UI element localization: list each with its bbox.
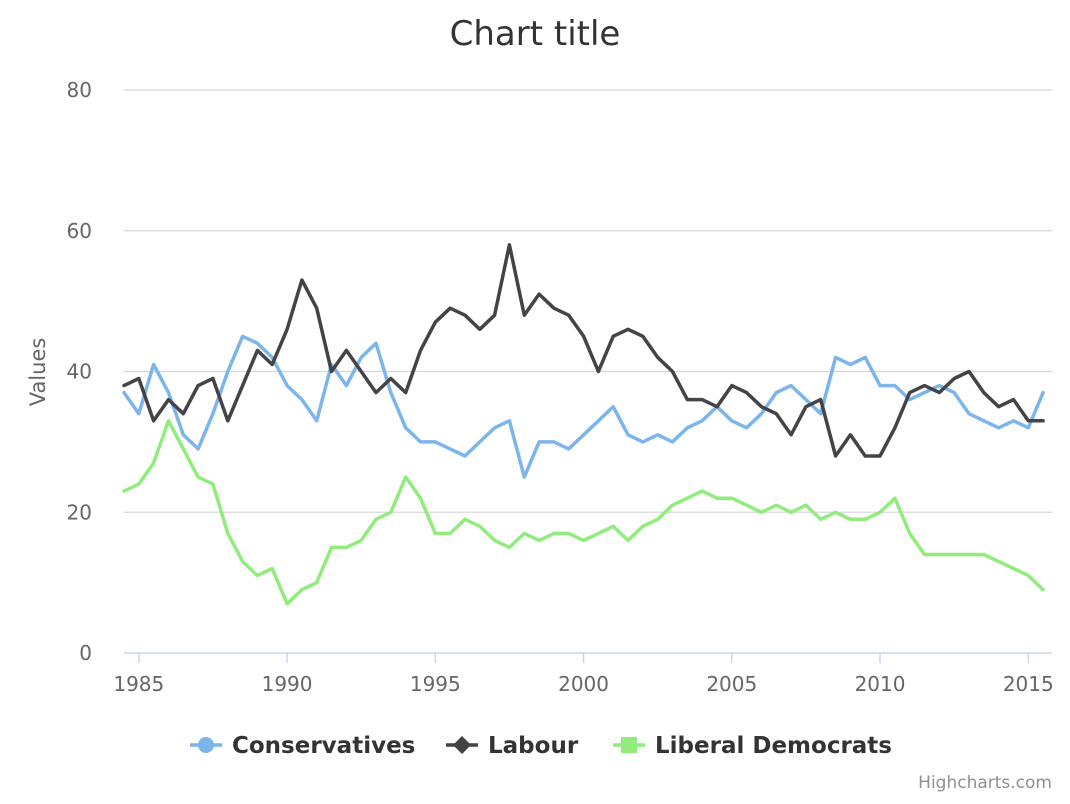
legend-circle-marker xyxy=(198,737,214,753)
legend-item-liberal-democrats[interactable]: Liberal Democrats xyxy=(613,733,892,759)
legend-label: Labour xyxy=(488,733,579,759)
legend-item-labour[interactable]: Labour xyxy=(446,733,579,759)
credits-link[interactable]: Highcharts.com xyxy=(918,773,1052,793)
y-tick-label: 0 xyxy=(79,641,92,665)
series-line-liberal-democrats[interactable] xyxy=(122,419,1045,606)
series-line-conservatives[interactable] xyxy=(122,334,1045,479)
y-tick-label: 20 xyxy=(67,500,92,524)
legend-label: Conservatives xyxy=(232,733,415,759)
legend-square-marker xyxy=(621,737,637,753)
x-tick-label: 1990 xyxy=(262,672,313,696)
legend-item-conservatives[interactable]: Conservatives xyxy=(190,733,415,759)
legend-diamond-marker xyxy=(453,736,471,754)
x-tick-label: 2015 xyxy=(1003,672,1054,696)
x-axis-ticks: 1985 1990 1995 2000 2005 2010 2015 xyxy=(113,653,1054,696)
y-tick-label: 40 xyxy=(67,360,92,384)
y-axis-title: Values xyxy=(26,338,50,407)
legend: Conservatives Labour Liberal Democrats xyxy=(190,733,892,759)
x-tick-label: 1995 xyxy=(410,672,461,696)
series-group xyxy=(122,243,1045,606)
gridlines xyxy=(124,89,1052,654)
legend-label: Liberal Democrats xyxy=(655,733,892,759)
y-tick-label: 80 xyxy=(67,78,92,102)
x-tick-label: 2000 xyxy=(558,672,609,696)
x-tick-label: 1985 xyxy=(113,672,164,696)
y-axis-ticks: 0 20 40 60 80 xyxy=(67,78,92,665)
chart-title: Chart title xyxy=(450,14,621,54)
series-line-labour[interactable] xyxy=(122,243,1045,458)
y-tick-label: 60 xyxy=(67,219,92,243)
x-tick-label: 2005 xyxy=(706,672,757,696)
x-tick-label: 2010 xyxy=(855,672,906,696)
